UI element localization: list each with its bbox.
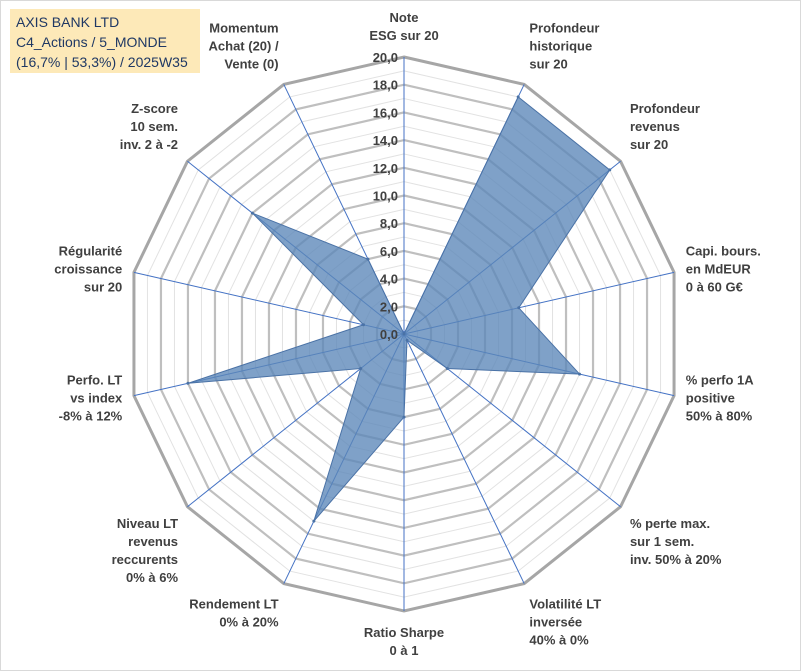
tick-label: 8,0 <box>380 216 398 231</box>
tick-label: 18,0 <box>373 78 398 93</box>
chart-title-box: AXIS BANK LTD C4_Actions / 5_MONDE (16,7… <box>10 9 200 73</box>
category-label: C4_Actions / 5_MONDE <box>16 34 167 50</box>
data-point <box>578 372 582 376</box>
tick-label: 0,0 <box>380 327 398 342</box>
axis-label-line: revenus <box>630 119 680 134</box>
axis-label-line: Vente (0) <box>224 57 278 72</box>
data-point <box>250 211 254 215</box>
data-point <box>445 367 449 371</box>
axis-spoke <box>133 271 405 335</box>
axis-label: Rendement LT 0% à 20% <box>189 596 279 629</box>
axis-label-line: Achat (20) / <box>209 39 279 54</box>
data-point <box>361 323 365 327</box>
data-point <box>516 95 520 99</box>
axis-label-line: inv. 50% à 20% <box>630 552 722 567</box>
axis-label: Niveau LT revenus reccurents 0% à 6% <box>112 516 179 585</box>
axis-label-line: 10 sem. <box>130 119 178 134</box>
axis-label: Momentum Achat (20) / Vente (0) <box>209 21 279 72</box>
tick-label: 6,0 <box>380 244 398 259</box>
tick-label: 4,0 <box>380 272 398 287</box>
axis-label: Ratio Sharpe 0 à 1 <box>364 625 444 658</box>
axis-spoke <box>403 333 525 584</box>
axis-label-line: Rendement LT <box>189 596 278 611</box>
company-name: AXIS BANK LTD <box>16 14 120 30</box>
data-point <box>366 257 370 261</box>
tick-label: 12,0 <box>373 161 398 176</box>
data-point <box>359 367 363 371</box>
axis-label-line: 50% à 80% <box>686 408 753 423</box>
axis-label: Volatilité LT inversée 40% à 0% <box>529 596 601 647</box>
axis-label-line: Régularité <box>59 244 123 259</box>
tick-label: 20,0 <box>373 50 398 65</box>
score-period-label: (16,7% | 53,3%) / 2025W35 <box>16 54 188 70</box>
axis-label-line: 0% à 6% <box>126 570 178 585</box>
axis-label: Régularité croissance sur 20 <box>54 244 122 295</box>
tick-label: 2,0 <box>380 299 398 314</box>
axis-label-line: inversée <box>529 614 582 629</box>
data-point <box>402 415 406 419</box>
axis-label-line: Niveau LT <box>117 516 178 531</box>
axis-label-line: en MdEUR <box>686 262 752 277</box>
axis-label-line: -8% à 12% <box>59 408 123 423</box>
axis-label-line: revenus <box>128 534 178 549</box>
axis-label-line: sur 20 <box>529 57 567 72</box>
axis-label-line: Volatilité LT <box>529 596 601 611</box>
axis-label: Perfo. LT vs index -8% à 12% <box>59 372 123 423</box>
axis-label: Z-score 10 sem. inv. 2 à -2 <box>120 101 178 152</box>
data-point <box>405 338 409 342</box>
axis-label-line: 40% à 0% <box>529 632 589 647</box>
axis-label-line: Capi. bours. <box>686 244 761 259</box>
axis-label-line: positive <box>686 390 735 405</box>
axis-label-line: Perfo. LT <box>67 372 122 387</box>
axis-label: % perte max. sur 1 sem. inv. 50% à 20% <box>630 516 722 567</box>
tick-label: 14,0 <box>373 133 398 148</box>
axis-label: Profondeur historique sur 20 <box>529 21 599 72</box>
axis-label-line: 0% à 20% <box>219 614 279 629</box>
axis-label-line: inv. 2 à -2 <box>120 137 178 152</box>
tick-label: 10,0 <box>373 189 398 204</box>
axis-label-line: % perte max. <box>630 516 710 531</box>
data-point <box>517 306 521 310</box>
data-point <box>608 168 612 172</box>
axis-label-line: Profondeur <box>529 21 599 36</box>
tick-label: 16,0 <box>373 105 398 120</box>
axis-label-line: Profondeur <box>630 101 700 116</box>
axis-label-line: sur 20 <box>630 137 668 152</box>
axis-label-line: ESG sur 20 <box>369 28 438 43</box>
data-point <box>402 332 406 336</box>
axis-label-line: croissance <box>54 262 122 277</box>
axis-label-line: Ratio Sharpe <box>364 625 444 640</box>
axis-label-line: Momentum <box>209 21 278 36</box>
axis-label-line: 0 à 1 <box>390 643 419 658</box>
axis-label-line: vs index <box>70 390 123 405</box>
axis-label-line: reccurents <box>112 552 178 567</box>
axis-label: Note ESG sur 20 <box>369 10 438 43</box>
axis-label-line: Z-score <box>131 101 178 116</box>
axis-label: Profondeur revenus sur 20 <box>630 101 700 152</box>
axis-label: % perfo 1A positive 50% à 80% <box>686 372 755 423</box>
axis-label-line: 0 à 60 G€ <box>686 280 743 295</box>
axis-label: Capi. bours. en MdEUR 0 à 60 G€ <box>686 244 761 295</box>
axis-label-line: sur 20 <box>84 280 122 295</box>
axis-label-line: Note <box>390 10 419 25</box>
axis-label-line: historique <box>529 39 592 54</box>
data-point <box>312 519 316 523</box>
axis-label-line: sur 1 sem. <box>630 534 694 549</box>
axis-label-line: % perfo 1A <box>686 372 755 387</box>
data-point <box>186 381 190 385</box>
